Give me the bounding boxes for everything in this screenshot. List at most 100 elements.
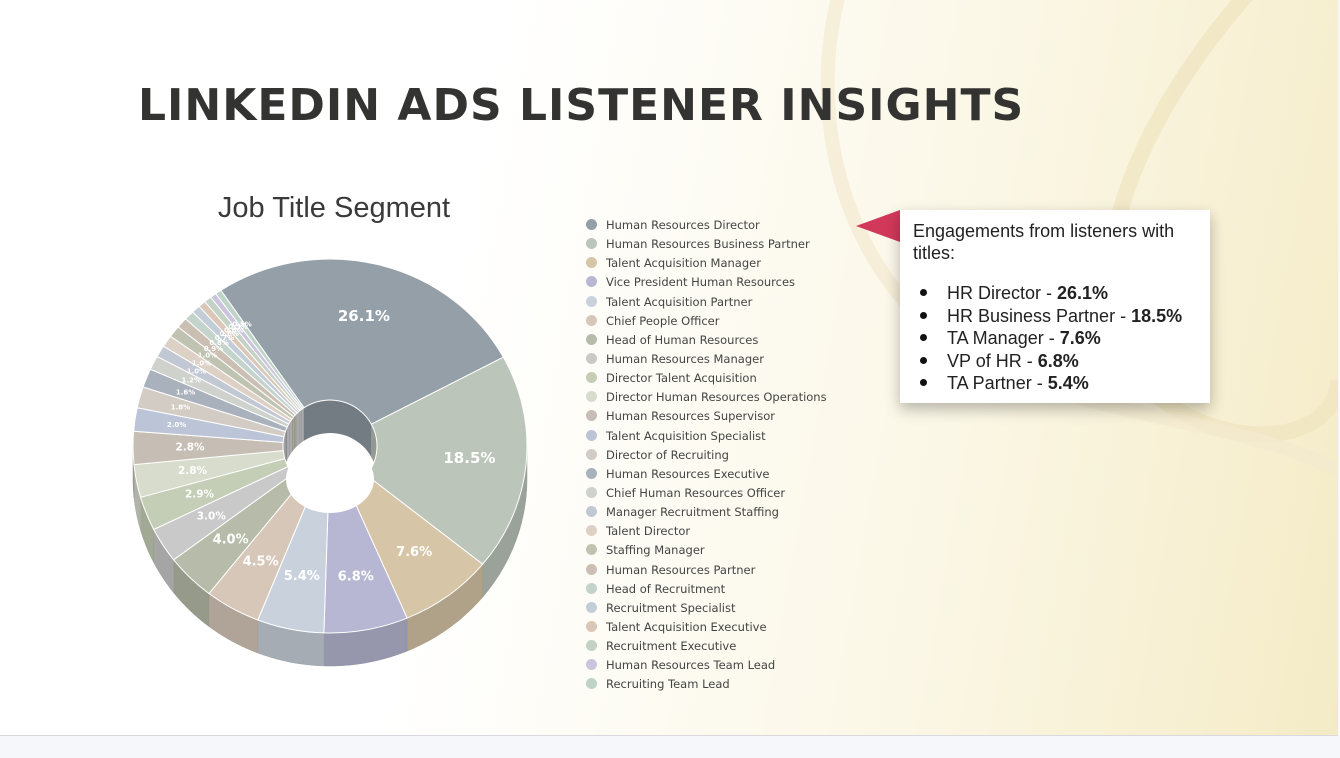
callout-item: HR Business Partner - 18.5% [920,305,1182,328]
hole-wall-segment [293,414,296,450]
legend-item[interactable]: Talent Acquisition Executive [586,618,827,637]
callout-list: HR Director - 26.1% HR Business Partner -… [920,282,1182,395]
pie-slice [365,356,528,565]
legend-item[interactable]: Human Resources Manager [586,350,827,369]
legend-swatch [586,333,597,345]
donut-chart: 26.1% 18.5% 7.6% 6.8% 5.4% 4.5% 4.0% 3.0% 2.9% 2.… [132,258,528,667]
hole-wall-segment [291,416,294,452]
legend-label: Chief People Officer [606,313,720,328]
legend-swatch [586,410,597,422]
legend-item[interactable]: Human Resources Business Partner [586,235,827,254]
callout-intro: Engagements from listeners with titles: [913,221,1175,263]
pie-data-label: 1.0% [198,352,217,360]
hole-wall-segment [297,411,299,446]
legend-item[interactable]: Human Resources Supervisor [586,407,827,426]
legend-item[interactable]: Talent Acquisition Manager [586,254,827,273]
legend-item[interactable]: Recruitment Executive [586,637,827,656]
legend-label: Talent Acquisition Partner [606,294,753,309]
callout-item-value: 6.8% [1037,350,1079,371]
legend-item[interactable]: Talent Director [586,522,827,541]
pie-data-label: 5.4% [284,569,320,584]
legend-item[interactable]: Talent Acquisition Specialist [586,427,827,446]
callout-item-label: HR Business Partner - [947,305,1132,326]
pie-data-label: 1.8% [171,404,190,412]
legend-label: Talent Acquisition Executive [606,619,767,634]
hole-wall-segment [285,427,288,465]
pie-data-label: 2.0% [167,421,186,429]
legend-label: Human Resources Business Partner [606,237,810,252]
legend-label: Director Talent Acquisition [606,371,757,386]
pie-data-label: 1.0% [192,359,211,367]
legend-item[interactable]: Recruitment Specialist [586,599,827,618]
pie-data-label: 0.9% [204,345,223,353]
callout-item-label: HR Director - [947,283,1058,303]
legend-label: Human Resources Supervisor [606,409,775,424]
pie-data-label: 4.0% [213,533,249,548]
legend-item[interactable]: Chief Human Resources Officer [586,484,827,503]
legend-item[interactable]: Staffing Manager [586,541,827,560]
legend-label: Human Resources Partner [606,562,756,577]
callout-item: TA Manager - 7.6% [920,327,1182,350]
callout-item-label: TA Partner - [947,373,1048,394]
legend-item[interactable]: Director Talent Acquisition [586,369,827,388]
legend-swatch [586,582,597,594]
legend-item[interactable]: Human Resources Partner [586,561,827,580]
legend-swatch [586,391,597,403]
legend-swatch [586,219,597,230]
legend-label: Recruitment Specialist [606,600,736,615]
callout-pointer-arrow [856,210,900,242]
hole-wall-segment [290,419,292,455]
legend-item[interactable]: Recruiting Team Lead [586,675,827,694]
legend-swatch [586,314,597,326]
legend-label: Talent Director [606,524,691,539]
legend-label: Human Resources Manager [606,351,764,366]
pie-data-label: 1.6% [176,388,195,396]
legend-item[interactable]: Manager Recruitment Staffing [586,503,827,522]
legend-item[interactable]: Human Resources Director [586,216,827,235]
legend-item[interactable]: Talent Acquisition Partner [586,293,827,312]
hole-wall-segment [302,407,304,442]
chart-title: Job Title Segment [217,192,451,224]
legend-item[interactable]: Chief People Officer [586,312,827,331]
pie-data-label: 7.6% [396,545,432,560]
legend-label: Manager Recruitment Staffing [606,505,779,520]
legend-swatch [586,448,597,460]
callout-item: HR Director - 26.1% [920,282,1182,305]
legend-label: Talent Acquisition Manager [606,256,761,271]
legend-item[interactable]: Human Resources Executive [586,465,827,484]
pie-data-label: 0.6% [219,330,238,338]
hole-wall-segment [301,408,303,443]
pie-data-label: 0.6% [224,326,243,334]
legend-item[interactable]: Vice President Human Resources [586,273,827,292]
legend-item[interactable]: Director of Recruiting [586,446,827,465]
pie-data-label: 0.5% [228,323,247,331]
bullet-icon [920,334,927,342]
page-title: LINKEDIN ADS LISTENER INSIGHTS [138,80,1025,131]
legend-label: Chief Human Resources Officer [606,485,786,500]
callout-item-label: VP of HR - [947,350,1038,371]
bullet-icon [920,289,927,296]
legend-item[interactable]: Director Human Resources Operations [586,388,827,407]
callout-item-label: TA Manager - [947,328,1060,349]
legend-swatch [586,276,597,288]
legend-label: Director of Recruiting [606,447,729,462]
callout-item-value: 5.4% [1047,373,1089,394]
legend-swatch [586,659,597,671]
pie-data-label: 0.5% [232,321,251,329]
legend-swatch [586,506,597,518]
legend-swatch [586,257,597,269]
legend-label: Human Resources Director [606,218,760,232]
legend-label: Human Resources Executive [606,466,770,481]
legend-item[interactable]: Head of Recruitment [586,580,827,599]
legend-item[interactable]: Human Resources Team Lead [586,656,827,675]
donut-chart-data-labels: 26.1% 18.5% 7.6% 6.8% 5.4% 4.5% 4.0% 3.0% 2.9% 2.… [167,307,496,585]
legend-swatch [586,467,597,479]
legend-label: Head of Recruitment [606,581,726,596]
legend-swatch [586,295,597,307]
donut-chart-slices [132,258,528,634]
legend-item[interactable]: Head of Human Resources [586,331,827,350]
legend-swatch [586,238,597,250]
pie-data-label: 0.8% [209,339,228,347]
donut-hole [286,445,374,513]
slide: LINKEDIN ADS LISTENER INSIGHTS Job Title… [0,0,1338,736]
